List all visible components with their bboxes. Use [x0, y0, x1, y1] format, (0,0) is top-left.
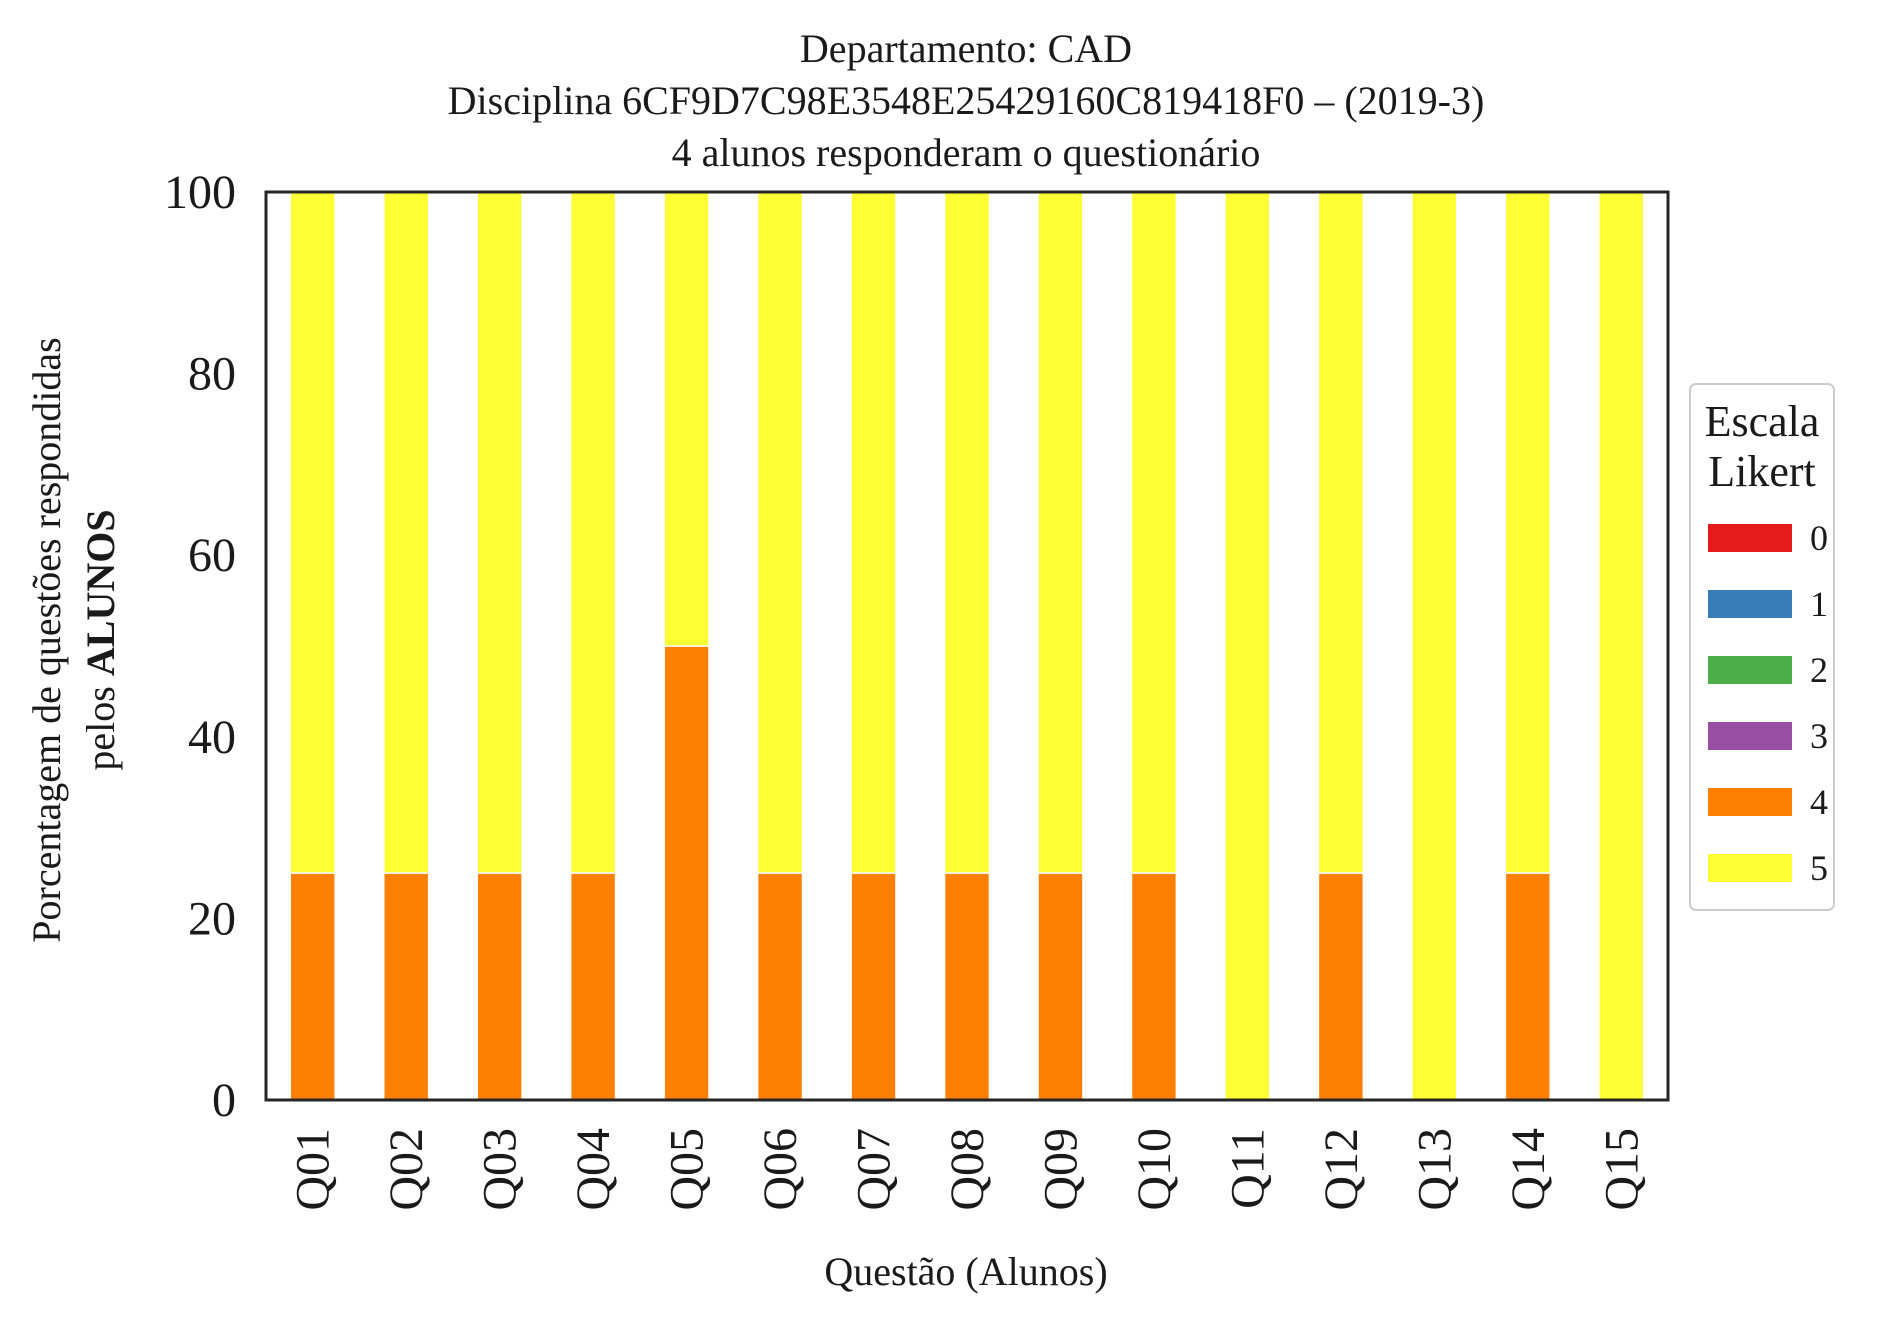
bar-segment-q04-likert-5 — [569, 191, 617, 874]
bar-segment-q02-likert-4 — [383, 872, 430, 1101]
bar-segment-q10-likert-5 — [1130, 191, 1178, 874]
legend-swatch-1 — [1708, 590, 1792, 618]
legend-label-3: 3 — [1810, 716, 1828, 756]
plot-frame — [264, 190, 1670, 1102]
bar-segment-q10-likert-4 — [1130, 872, 1178, 1101]
legend-label-5: 5 — [1810, 848, 1828, 888]
legend-swatch-3 — [1708, 722, 1792, 750]
bar-segment-q06-likert-5 — [756, 191, 804, 874]
bar-segment-q03-likert-4 — [476, 872, 523, 1101]
bar-segment-q05-likert-4 — [663, 645, 710, 1101]
x-tick-label-q07: Q07 — [848, 1128, 901, 1211]
legend-title-line-2: Likert — [1708, 447, 1816, 496]
legend-swatch-4 — [1708, 788, 1792, 816]
legend-label-4: 4 — [1810, 782, 1828, 822]
y-tick-label-0: 0 — [212, 1074, 236, 1127]
bar-segment-q12-likert-4 — [1317, 872, 1365, 1101]
title-line-2: Disciplina 6CF9D7C98E3548E25429160C81941… — [448, 78, 1485, 123]
y-axis-label-line-1: Porcentagem de questões respondidas — [24, 337, 69, 942]
x-tick-label-q02: Q02 — [380, 1128, 433, 1211]
bar-segment-q12-likert-5 — [1317, 191, 1365, 874]
x-tick-label-q13: Q13 — [1408, 1128, 1461, 1211]
bar-segment-q09-likert-4 — [1037, 872, 1084, 1101]
bar-segment-q08-likert-4 — [943, 872, 991, 1101]
x-tick-label-q14: Q14 — [1502, 1128, 1555, 1211]
x-tick-label-q15: Q15 — [1595, 1128, 1648, 1211]
x-tick-label-q12: Q12 — [1315, 1128, 1368, 1211]
x-tick-label-q09: Q09 — [1034, 1128, 1087, 1211]
legend-label-1: 1 — [1810, 584, 1828, 624]
y-tick-label-20: 20 — [188, 892, 236, 945]
y-axis-label-line-2: pelos ALUNOS — [78, 509, 123, 770]
bars-group — [289, 191, 1645, 1101]
y-axis-label-bold: ALUNOS — [78, 509, 123, 676]
x-axis-ticks: Q01 Q02 Q03 Q04 Q05 Q06 Q07 Q08 Q09 Q10 Q11 Q12 Q13 Q… — [287, 1128, 1649, 1211]
bar-segment-q11-likert-5 — [1224, 191, 1271, 1101]
x-tick-label-q01: Q01 — [287, 1128, 340, 1211]
title-line-3: 4 alunos responderam o questionário — [672, 130, 1261, 175]
bar-segment-q06-likert-4 — [756, 872, 804, 1101]
bar-segment-q15-likert-5 — [1598, 191, 1645, 1101]
x-tick-label-q03: Q03 — [474, 1128, 527, 1211]
bar-segment-q03-likert-5 — [476, 191, 523, 874]
legend-swatch-5 — [1708, 854, 1792, 882]
x-tick-label-q10: Q10 — [1128, 1128, 1181, 1211]
y-tick-label-60: 60 — [188, 529, 236, 582]
bar-segment-q08-likert-5 — [943, 191, 991, 874]
x-tick-label-q05: Q05 — [661, 1128, 714, 1211]
legend-swatch-0 — [1708, 524, 1792, 552]
y-axis-label-prefix: pelos — [78, 676, 123, 770]
legend-box — [1689, 383, 1835, 911]
legend-swatch-2 — [1708, 656, 1792, 684]
legend-items: 0 1 2 3 4 5 — [1708, 518, 1828, 888]
legend: Escala Likert 0 1 2 3 4 5 — [1689, 383, 1835, 911]
x-tick-label-q06: Q06 — [754, 1128, 807, 1211]
legend-title-line-1: Escala — [1705, 397, 1820, 446]
title-line-1: Departamento: CAD — [800, 26, 1132, 71]
chart-title: Departamento: CAD Disciplina 6CF9D7C98E3… — [448, 26, 1485, 175]
bar-segment-q13-likert-5 — [1411, 191, 1458, 1101]
x-tick-label-q04: Q04 — [567, 1128, 620, 1211]
bar-segment-q07-likert-4 — [850, 872, 897, 1101]
y-tick-label-100: 100 — [164, 166, 236, 219]
bar-segment-q05-likert-5 — [663, 191, 710, 647]
legend-label-0: 0 — [1810, 518, 1828, 558]
x-axis-label: Questão (Alunos) — [824, 1249, 1107, 1294]
x-tick-label-q11: Q11 — [1221, 1128, 1274, 1209]
bar-segment-q14-likert-5 — [1504, 191, 1551, 874]
y-axis-ticks: 0 20 40 60 80 100 — [164, 166, 236, 1127]
bar-segment-q14-likert-4 — [1504, 872, 1551, 1101]
bar-segment-q04-likert-4 — [569, 872, 617, 1101]
x-tick-label-q08: Q08 — [941, 1128, 994, 1211]
bar-segment-q01-likert-4 — [289, 872, 336, 1101]
bar-segment-q07-likert-5 — [850, 191, 897, 874]
bar-segment-q02-likert-5 — [383, 191, 430, 874]
y-tick-label-40: 40 — [188, 711, 236, 764]
legend-label-2: 2 — [1810, 650, 1828, 690]
y-axis-label: Porcentagem de questões respondidas pelo… — [24, 337, 123, 942]
bar-segment-q01-likert-5 — [289, 191, 336, 874]
y-tick-label-80: 80 — [188, 348, 236, 401]
bar-segment-q09-likert-5 — [1037, 191, 1084, 874]
